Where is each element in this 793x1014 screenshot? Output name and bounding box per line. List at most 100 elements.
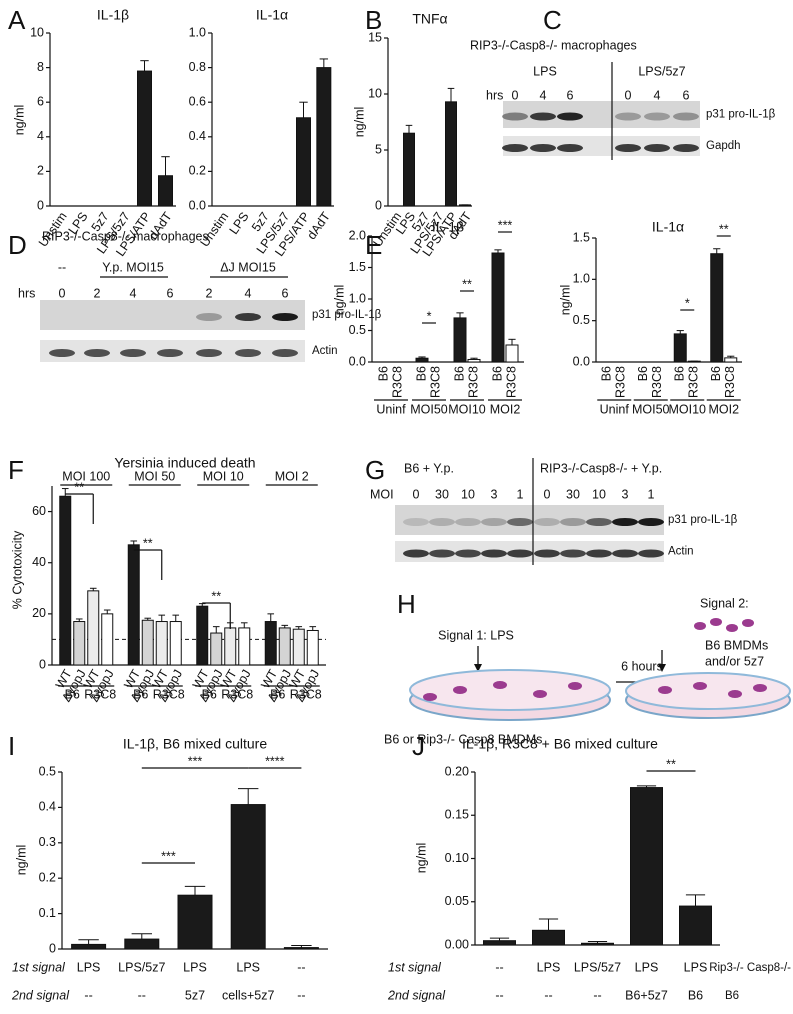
series-label: B6	[376, 366, 390, 381]
group-label: MOI 50	[134, 469, 175, 483]
group-label: MOI10	[448, 402, 486, 416]
error-bar	[295, 626, 303, 630]
row-value: LPS	[236, 960, 260, 974]
error-bar	[636, 785, 657, 788]
panel-letter: D	[8, 230, 27, 260]
band-label: Actin	[668, 546, 694, 558]
row-value: --	[495, 988, 503, 1002]
blot-band	[560, 518, 586, 526]
y-tick-label: 0.20	[445, 764, 469, 778]
subgroup-label: R3C8	[84, 687, 116, 701]
cell	[453, 686, 467, 694]
y-tick-label: 0.2	[39, 870, 56, 884]
subgroup-label: B6	[133, 687, 148, 701]
group-label: MOI 2	[275, 469, 309, 483]
group-label: MOI50	[410, 402, 448, 416]
series-label: B6	[600, 366, 614, 381]
blot-band	[534, 549, 560, 558]
blot-band	[481, 549, 507, 558]
series-label: R3C8	[650, 366, 664, 398]
chart-title: IL-1β, R3C8 + B6 mixed culture	[462, 736, 658, 752]
error-bar	[267, 613, 275, 622]
y-tick-label: 0	[375, 198, 382, 212]
error-bar	[405, 124, 413, 134]
significance-label: **	[462, 277, 472, 291]
group-label: Uninf	[600, 402, 630, 416]
chart-title: IL-1β, B6 mixed culture	[123, 736, 267, 752]
group-label: MOI50	[632, 402, 670, 416]
row-value: LPS	[77, 960, 101, 974]
y-tick-label: 60	[32, 504, 46, 518]
error-bar	[131, 933, 152, 940]
blot-band	[272, 313, 298, 321]
bar	[630, 787, 663, 946]
bar	[306, 629, 319, 666]
cell	[493, 681, 507, 689]
bar	[264, 621, 277, 666]
blot-band	[644, 112, 670, 121]
lane-label: 4	[654, 88, 661, 102]
bar	[238, 627, 251, 666]
blot-title: RIP3-/-Casp8-/- macrophages	[42, 229, 209, 243]
bar	[724, 357, 738, 363]
cells-label: B6 or Rip3-/- Casp8 BMDMs	[384, 732, 542, 746]
blot-title: RIP3-/-Casp8-/- macrophages	[470, 38, 637, 52]
blot-condition: RIP3-/-Casp8-/- + Y.p.	[540, 461, 662, 475]
blot-band	[530, 112, 556, 121]
blot-band	[557, 112, 583, 121]
row-label: 1st signal	[388, 960, 442, 974]
lane-label: 0	[59, 286, 66, 300]
error-bar	[130, 540, 138, 545]
cell	[568, 682, 582, 690]
bar	[169, 621, 182, 666]
significance-label: ***	[161, 849, 176, 863]
y-tick-label: 40	[32, 555, 46, 569]
group-label: MOI 10	[203, 469, 244, 483]
subgroup-label: R3C8	[153, 687, 185, 701]
subgroup-label: R3C8	[221, 687, 253, 701]
bar	[505, 344, 519, 363]
arrow-head	[474, 664, 482, 672]
time-label: hrs	[18, 286, 35, 300]
y-tick-label: 0.3	[39, 835, 56, 849]
blot-band	[560, 549, 586, 558]
bar	[210, 632, 223, 666]
blot-band	[429, 549, 455, 558]
significance-label: ***	[498, 218, 513, 232]
blot-band	[481, 518, 507, 526]
blot-band	[403, 549, 429, 558]
row-value: 5z7	[185, 988, 205, 1002]
row-value: --	[495, 960, 503, 974]
chart-title: IL-1β	[97, 7, 129, 23]
blot-band	[586, 549, 612, 558]
y-tick-label: 10	[368, 86, 382, 100]
error-bar	[309, 626, 317, 631]
series-label: B6	[490, 366, 504, 381]
bar	[59, 495, 72, 666]
error-bar	[140, 60, 149, 72]
error-bar	[470, 357, 478, 360]
row-value: LPS	[684, 960, 708, 974]
y-tick-label: 2.0	[349, 228, 366, 242]
y-tick-label: 0.0	[573, 354, 590, 368]
cell	[658, 686, 672, 694]
bar	[532, 929, 565, 946]
y-tick-label: 0.5	[573, 313, 590, 327]
blot-band	[615, 112, 641, 121]
panel-letter: H	[397, 589, 416, 619]
cell	[753, 684, 767, 692]
error-bar	[418, 356, 426, 359]
blot-band	[84, 349, 110, 357]
blot-condition: Y.p. MOI15	[102, 260, 164, 274]
series-label: R3C8	[390, 366, 404, 398]
series-label: R3C8	[428, 366, 442, 398]
lane-label: 1	[517, 487, 524, 501]
y-tick-label: 0.4	[189, 129, 206, 143]
y-tick-label: 2	[37, 164, 44, 178]
bar	[296, 117, 311, 207]
blot-condition: B6 + Y.p.	[404, 461, 454, 475]
blot-band	[157, 349, 183, 357]
error-bar	[727, 355, 735, 358]
bar	[283, 947, 319, 950]
lane-label: 3	[491, 487, 498, 501]
